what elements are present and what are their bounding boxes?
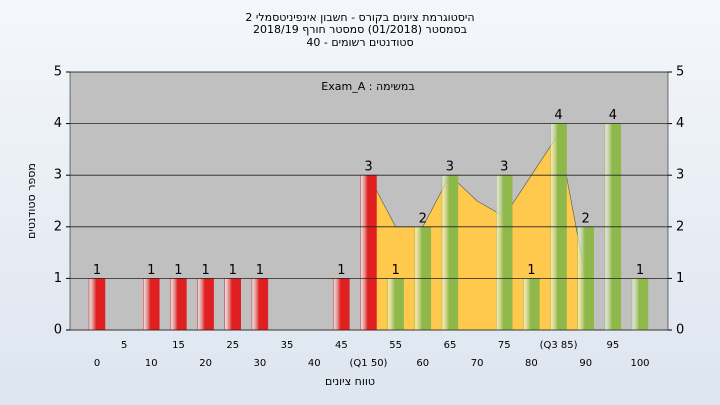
bar [197, 278, 214, 331]
y2-tick-label: 4 [676, 116, 684, 131]
y-tick-label: 2 [54, 219, 62, 234]
title-line: היסטוגרמת ציונים בקורס - חשבון אינפיניטס… [245, 11, 474, 24]
x-tick-label: 15 [172, 340, 185, 351]
x-tick-label: 60 [416, 358, 429, 369]
bar [251, 278, 269, 331]
value-label: 1 [174, 263, 182, 278]
title-line: סטודנטים רשומים - 40 [306, 36, 413, 49]
value-label: 3 [446, 160, 454, 175]
value-label: 1 [93, 263, 101, 278]
x-tick-label: 100 [630, 358, 649, 369]
x-tick-label: 65 [444, 340, 457, 351]
y2-tick-label: 1 [676, 271, 684, 286]
x-tick-label: 45 [335, 340, 348, 351]
x-tick-label: (Q1 50) [350, 358, 388, 369]
x-tick-label: 75 [498, 340, 511, 351]
value-label: 1 [636, 263, 644, 278]
value-label: 1 [527, 263, 535, 278]
x-tick-label: 20 [199, 358, 212, 369]
y-tick-label: 1 [54, 271, 62, 286]
y2-tick-label: 2 [676, 219, 684, 234]
bar [333, 278, 350, 331]
value-label: 1 [337, 263, 345, 278]
bar [88, 278, 106, 331]
x-tick-label: 70 [471, 358, 484, 369]
annotation: במשימה : Exam_A [321, 80, 414, 93]
bar [496, 174, 513, 331]
x-tick-label: 35 [281, 340, 294, 351]
bar [387, 278, 404, 331]
x-tick-label: 55 [389, 340, 402, 351]
x-tick-label: 80 [525, 358, 538, 369]
y2-tick-label: 3 [676, 168, 684, 183]
x-tick-label: 0 [94, 358, 100, 369]
x-tick-label: 90 [579, 358, 592, 369]
value-label: 2 [419, 211, 427, 226]
bar [441, 174, 459, 331]
bar [523, 278, 540, 331]
value-label: 4 [609, 108, 617, 123]
value-label: 4 [554, 108, 562, 123]
value-label: 1 [229, 263, 237, 278]
y-tick-label: 3 [54, 168, 62, 183]
y-axis-label: מספר סטודנטים [25, 163, 38, 239]
y-tick-label: 5 [54, 65, 62, 80]
value-label: 1 [256, 263, 264, 278]
value-label: 1 [147, 263, 155, 278]
x-tick-label: 10 [145, 358, 158, 369]
x-tick-label: 95 [606, 340, 619, 351]
x-axis-label: טווח ציונים [325, 375, 375, 388]
value-label: 3 [364, 160, 372, 175]
x-tick-label: 40 [308, 358, 321, 369]
y-tick-label: 4 [54, 116, 62, 131]
x-tick-label: 30 [254, 358, 267, 369]
value-label: 2 [582, 211, 590, 226]
title-line: בסמסטר (01/2018) סמסטר חורף 2018/19 [253, 23, 467, 36]
bar [631, 278, 649, 331]
x-tick-label: 5 [121, 340, 127, 351]
bar [360, 174, 377, 331]
value-label: 1 [392, 263, 400, 278]
y2-tick-label: 5 [676, 65, 684, 80]
value-label: 1 [201, 263, 209, 278]
y-tick-label: 0 [54, 323, 62, 338]
bar [224, 278, 241, 331]
bar [143, 278, 160, 331]
x-tick-label: 25 [226, 340, 239, 351]
value-label: 3 [500, 160, 508, 175]
y2-tick-label: 0 [676, 323, 684, 338]
bar [170, 278, 187, 331]
x-tick-label: (Q3 85) [540, 340, 578, 351]
